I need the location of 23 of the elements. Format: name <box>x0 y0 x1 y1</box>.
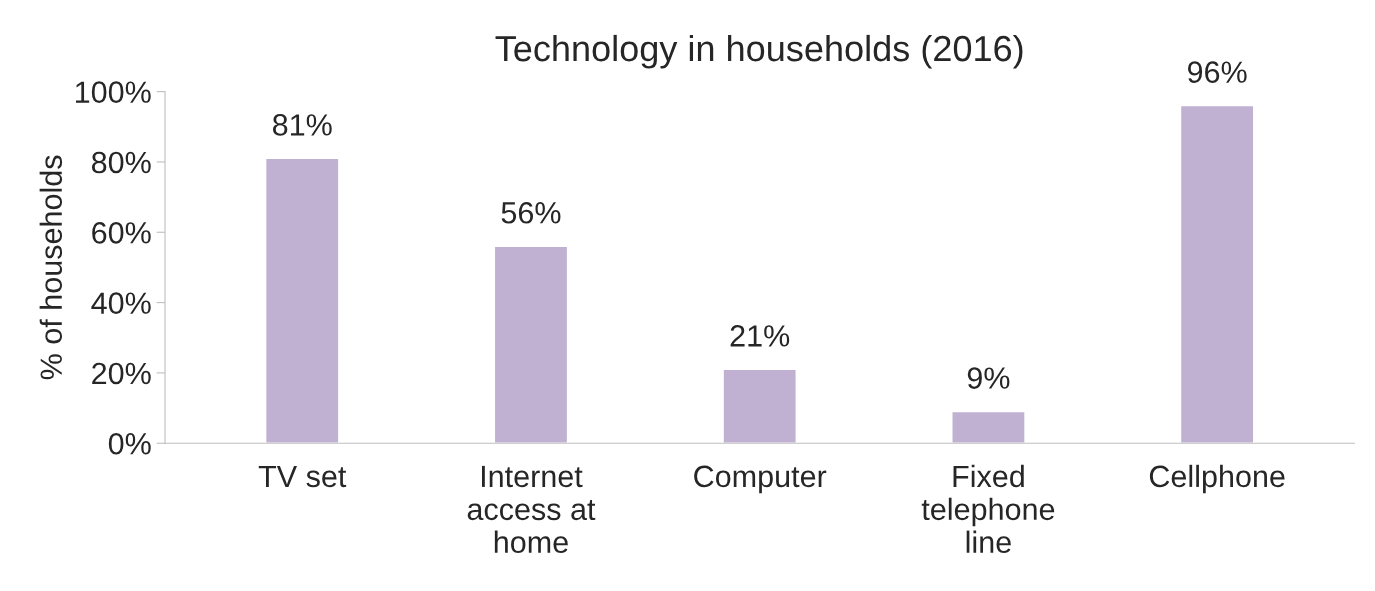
y-tick-label: 100% <box>75 81 151 103</box>
y-tick-label: 40% <box>91 292 151 314</box>
bar <box>264 157 340 444</box>
x-tick-label: TV set <box>258 465 347 488</box>
x-tick-label: Fixed telephone line <box>921 464 1055 554</box>
chart-title: Technology in households (2016) <box>495 34 1023 69</box>
data-label: 96% <box>1187 61 1247 83</box>
bar <box>722 368 797 444</box>
data-label: 21% <box>730 325 790 347</box>
x-tick-label: Cellphone <box>1149 464 1285 494</box>
bar <box>1179 104 1255 444</box>
y-tick-label: 80% <box>91 151 151 174</box>
bar <box>493 245 569 444</box>
data-label: 56% <box>501 201 561 224</box>
y-tick-label: 20% <box>92 362 151 385</box>
x-tick-label: Internet access at home <box>467 465 596 554</box>
bar <box>951 410 1026 444</box>
y-axis-title: % of households <box>39 155 63 380</box>
data-label: 9% <box>967 367 1010 389</box>
x-tick-label: Computer <box>694 465 827 494</box>
data-label: 81% <box>272 114 332 136</box>
y-tick-label: 0% <box>108 432 151 455</box>
y-tick-label: 60% <box>92 222 151 244</box>
